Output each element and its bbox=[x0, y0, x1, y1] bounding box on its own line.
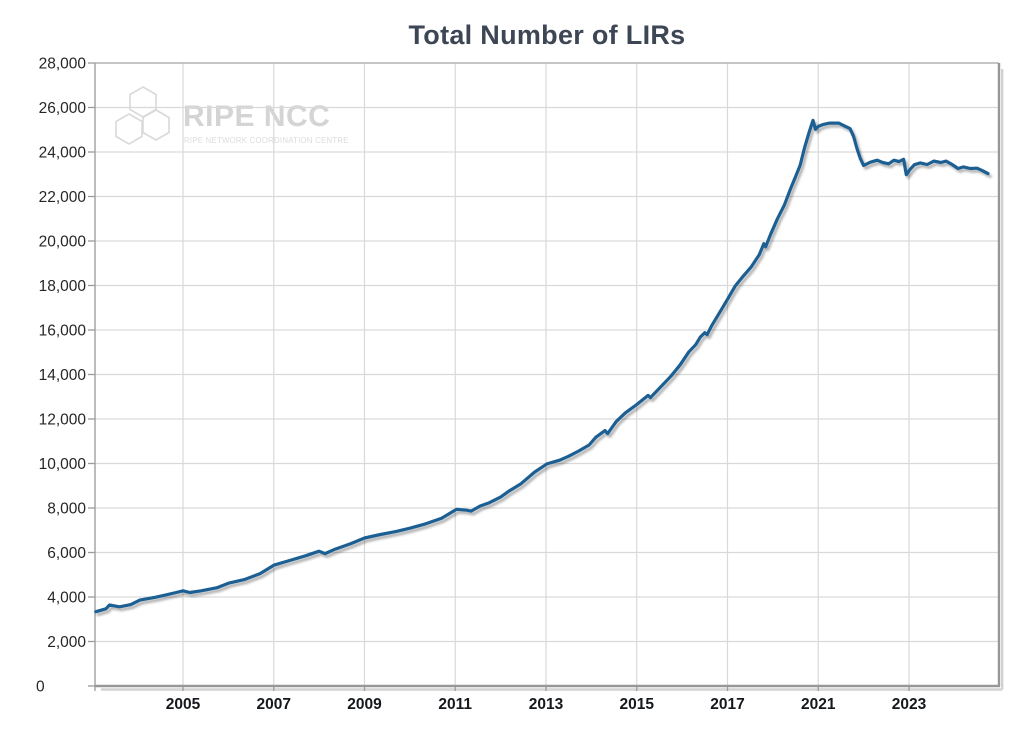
y-axis-label: 4,000 bbox=[47, 590, 86, 607]
x-axis-label: 2011 bbox=[438, 696, 472, 713]
x-axis-label: 2023 bbox=[892, 696, 927, 713]
axis-labels: 0 2,000 4,000 6,000 8,000 10,000 12,000 14,000 1… bbox=[36, 56, 927, 714]
y-axis-label: 18,000 bbox=[39, 278, 87, 295]
y-axis-label: 24,000 bbox=[39, 145, 87, 162]
y-axis-label: 28,000 bbox=[39, 56, 87, 73]
axis-ticks bbox=[88, 62, 910, 691]
gridlines bbox=[95, 63, 999, 686]
y-axis-label: 6,000 bbox=[47, 545, 86, 562]
x-axis-label: 2021 bbox=[801, 696, 836, 713]
y-axis-label: 20,000 bbox=[39, 234, 87, 251]
x-axis-label: 2015 bbox=[620, 696, 655, 713]
hexagon-icon bbox=[115, 113, 143, 145]
plot-border bbox=[94, 62, 1004, 691]
watermark-title: RIPE NCC bbox=[183, 100, 330, 133]
data-series bbox=[94, 118, 990, 614]
y-axis-label: 26,000 bbox=[39, 100, 87, 117]
y-axis-label: 2,000 bbox=[47, 634, 86, 651]
y-axis-label: 22,000 bbox=[39, 189, 87, 206]
y-axis-label: 14,000 bbox=[39, 367, 87, 384]
lir-trend-line bbox=[94, 118, 990, 614]
y-axis-label: 10,000 bbox=[39, 456, 87, 473]
y-axis-label: 12,000 bbox=[39, 412, 87, 429]
watermark-subtitle: RIPE NETWORK COORDINATION CENTRE bbox=[184, 136, 349, 145]
ripe-ncc-watermark: RIPE NCC RIPE NETWORK COORDINATION CENTR… bbox=[115, 86, 349, 145]
y-axis-label: 16,000 bbox=[39, 323, 87, 340]
hexagon-icon bbox=[142, 109, 170, 141]
y-axis-label: 8,000 bbox=[47, 501, 86, 518]
x-axis-label: 2005 bbox=[166, 696, 201, 713]
x-axis-label: 2017 bbox=[710, 696, 744, 713]
x-axis-label: 2007 bbox=[257, 696, 291, 713]
y-axis-label: 0 bbox=[36, 679, 45, 696]
x-axis-label: 2009 bbox=[347, 696, 382, 713]
x-axis-label: 2013 bbox=[529, 696, 564, 713]
ripe-ncc-hexagons-icon bbox=[115, 86, 170, 145]
chart-title: Total Number of LIRs bbox=[408, 20, 686, 50]
